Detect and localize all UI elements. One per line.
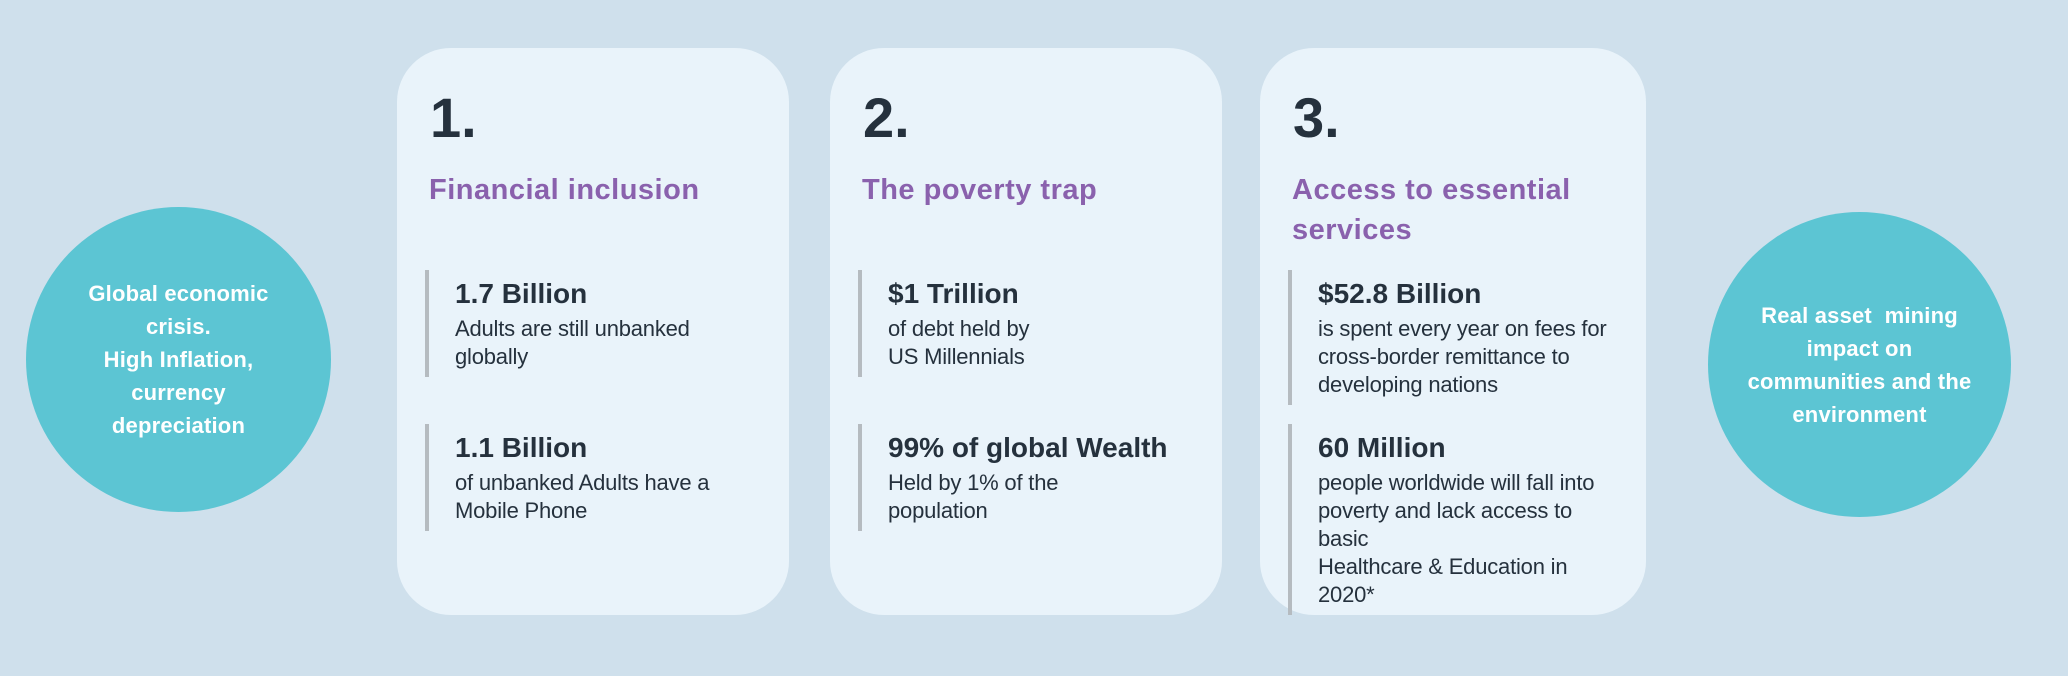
stat-description: of debt held by US Millennials [888,316,1030,369]
card-number: 1. [430,86,477,149]
left-circle-text: Global economic crisis. High Inflation, … [88,281,269,438]
stat-description: of unbanked Adults have a Mobile Phone [455,470,710,523]
stat-value: 60 Million [1318,432,1446,463]
stat-block-unbanked: 1.7 Billion Adults are still unbanked gl… [425,270,761,377]
stat-block-wealth-concentration: 99% of global Wealth Held by 1% of the p… [858,424,1194,531]
stat-description: Held by 1% of the population [888,470,1059,523]
stat-description: Adults are still unbanked globally [455,316,690,369]
stat-value: $1 Trillion [888,278,1019,309]
card-poverty-trap: 2. The poverty trap $1 Trillion of debt … [830,48,1222,615]
stat-value: 1.1 Billion [455,432,588,463]
stat-block-millennial-debt: $1 Trillion of debt held by US Millennia… [858,270,1194,377]
stat-block-remittance-fees: $52.8 Billion is spent every year on fee… [1288,270,1624,405]
stat-value: 1.7 Billion [455,278,588,309]
left-circle: Global economic crisis. High Inflation, … [26,207,331,512]
stat-value: $52.8 Billion [1318,278,1482,309]
stat-description: people worldwide will fall into poverty … [1318,470,1595,607]
stat-description: is spent every year on fees for cross-bo… [1318,316,1607,397]
card-number: 3. [1293,86,1340,149]
card-title: The poverty trap [862,174,1098,206]
card-title: Financial inclusion [429,174,700,206]
right-circle-text: Real asset mining impact on communities … [1747,302,1972,427]
right-circle: Real asset mining impact on communities … [1708,212,2011,517]
card-title: Access to essential services [1292,174,1571,246]
stat-block-mobile-phone: 1.1 Billion of unbanked Adults have a Mo… [425,424,761,531]
stat-block-poverty-forecast: 60 Million people worldwide will fall in… [1288,424,1624,615]
card-financial-inclusion: 1. Financial inclusion 1.7 Billion Adult… [397,48,789,615]
card-number: 2. [863,86,910,149]
stat-value: 99% of global Wealth [888,432,1168,463]
card-essential-services: 3. Access to essential services $52.8 Bi… [1260,48,1646,615]
